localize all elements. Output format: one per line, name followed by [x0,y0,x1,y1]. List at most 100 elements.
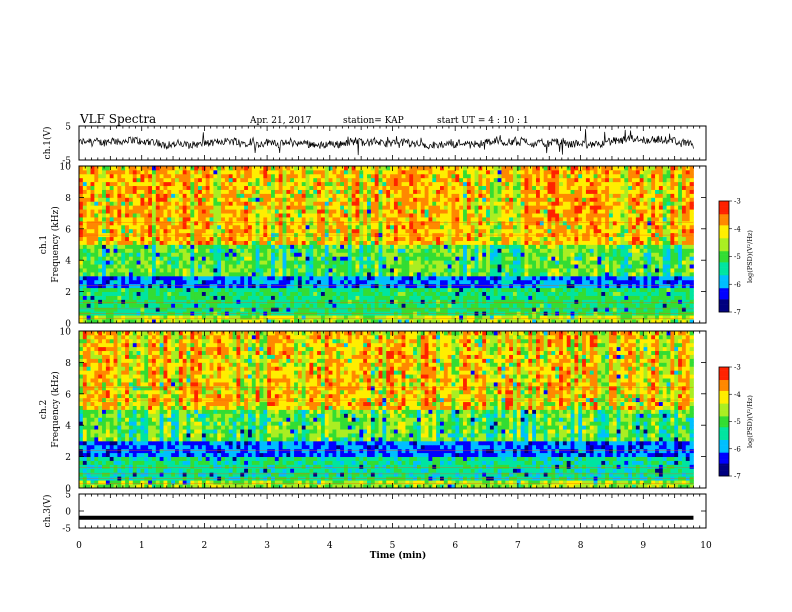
spectrogram-cell [651,287,656,293]
spectrogram-cell [109,220,114,226]
spectrogram-cell [685,315,691,320]
spectrogram-cell [343,264,349,269]
spectrogram-cell [662,244,667,249]
spectrogram-cell [113,240,118,245]
spectrogram-cell [201,248,207,253]
spectrogram-cell [428,279,433,285]
spectrogram-cell [328,319,333,324]
spectrogram-cell [416,256,422,261]
spectrogram-cell [651,319,656,324]
spectrogram-cell [459,217,464,222]
spectrogram-cell [294,248,299,253]
spectrogram-cell [90,319,95,324]
spectrogram-cell [367,240,372,245]
spectrogram-cell [205,260,210,265]
spectrogram-cell [616,256,621,261]
spectrogram-cell [466,256,472,261]
spectrogram-cell [509,240,514,245]
spectrogram-cell [670,224,675,230]
spectrogram-cell [294,268,299,273]
spectrogram-cell [390,287,395,293]
spectrogram-cell [386,252,391,257]
spectrogram-cell [624,256,629,261]
spectrogram-cell [82,256,88,261]
spectrogram-cell [297,252,303,257]
spectrogram-cell [105,256,111,261]
spectrogram-cell [512,287,518,293]
spectrogram-cell [317,244,322,249]
spectrogram-cell [317,295,322,300]
spectrogram-cell [470,315,475,320]
spectrogram-cell [505,236,510,241]
spectrogram-cell [386,224,391,230]
spectrogram-cell [201,291,207,296]
spectrogram-cell [221,287,226,293]
spectrogram-cell [370,299,376,304]
spectrogram-cell [539,224,545,230]
spectrogram-cell [205,217,210,222]
spectrogram-cell [516,319,522,324]
spectrogram-cell [689,220,694,226]
spectrogram-cell [236,213,241,218]
spectrogram-cell [140,224,145,230]
spectrogram-cell [451,209,456,214]
spectrogram-cell [121,240,126,245]
spectrogram-cell [90,287,95,293]
spectrogram-cell [205,205,210,210]
spectrogram-cell [378,279,383,285]
spectrogram-cell [416,271,422,277]
spectrogram-cell [547,307,552,312]
spectrogram-cell [585,283,591,289]
spectrogram-cell [459,224,464,230]
spectrogram-cell [543,205,548,210]
spectrogram-cell [432,315,437,320]
spectrogram-cell [685,287,691,293]
spectrogram-cell [635,220,641,226]
spectrogram-cell [424,295,429,300]
spectrogram-cell [512,268,518,273]
spectrogram-cell [555,224,560,230]
spectrogram-cell [109,213,114,218]
spectrogram-cell [643,303,648,308]
spectrogram-cell [317,299,322,304]
spectrogram-cell [301,287,306,293]
spectrogram-cell [113,315,118,320]
spectrogram-cell [244,240,249,245]
spectrogram-cell [286,224,291,230]
spectrogram-cell [259,315,264,320]
spectrogram-cell [367,244,372,249]
spectrogram-cell [635,275,641,281]
spectrogram-cell [198,240,203,245]
spectrogram-cell [290,248,295,253]
spectrogram-cell [578,275,583,281]
spectrogram-cell [489,287,495,293]
spectrogram-cell [309,217,314,222]
spectrogram-cell [505,271,510,277]
spectrogram-cell [113,228,118,234]
spectrogram-cell [455,315,460,320]
spectrogram-cell [386,319,391,324]
spectrogram-cell [336,315,341,320]
spectrogram-cell [685,291,691,296]
spectrogram-cell [140,295,145,300]
spectrogram-cell [593,248,598,253]
spectrogram-cell [612,307,618,312]
spectrogram-cell [559,240,564,245]
spectrogram-cell [102,213,107,218]
spectrogram-cell [605,279,610,285]
spectrogram-cell [255,303,260,308]
spectrogram-cell [451,275,456,281]
spectrogram-cell [440,220,445,226]
spectrogram-cell [163,220,168,226]
spectrogram-cell [190,307,195,312]
spectrogram-cell [297,244,303,249]
spectrogram-cell [528,205,533,210]
spectrogram-cell [401,236,406,241]
spectrogram-cell [512,271,518,277]
spectrogram-cell [447,279,452,285]
spectrogram-cell [528,260,533,265]
spectrogram-cell [478,283,483,289]
spectrogram-cell [386,295,391,300]
spectrogram-cell [267,295,272,300]
spectrogram-cell [228,287,234,293]
